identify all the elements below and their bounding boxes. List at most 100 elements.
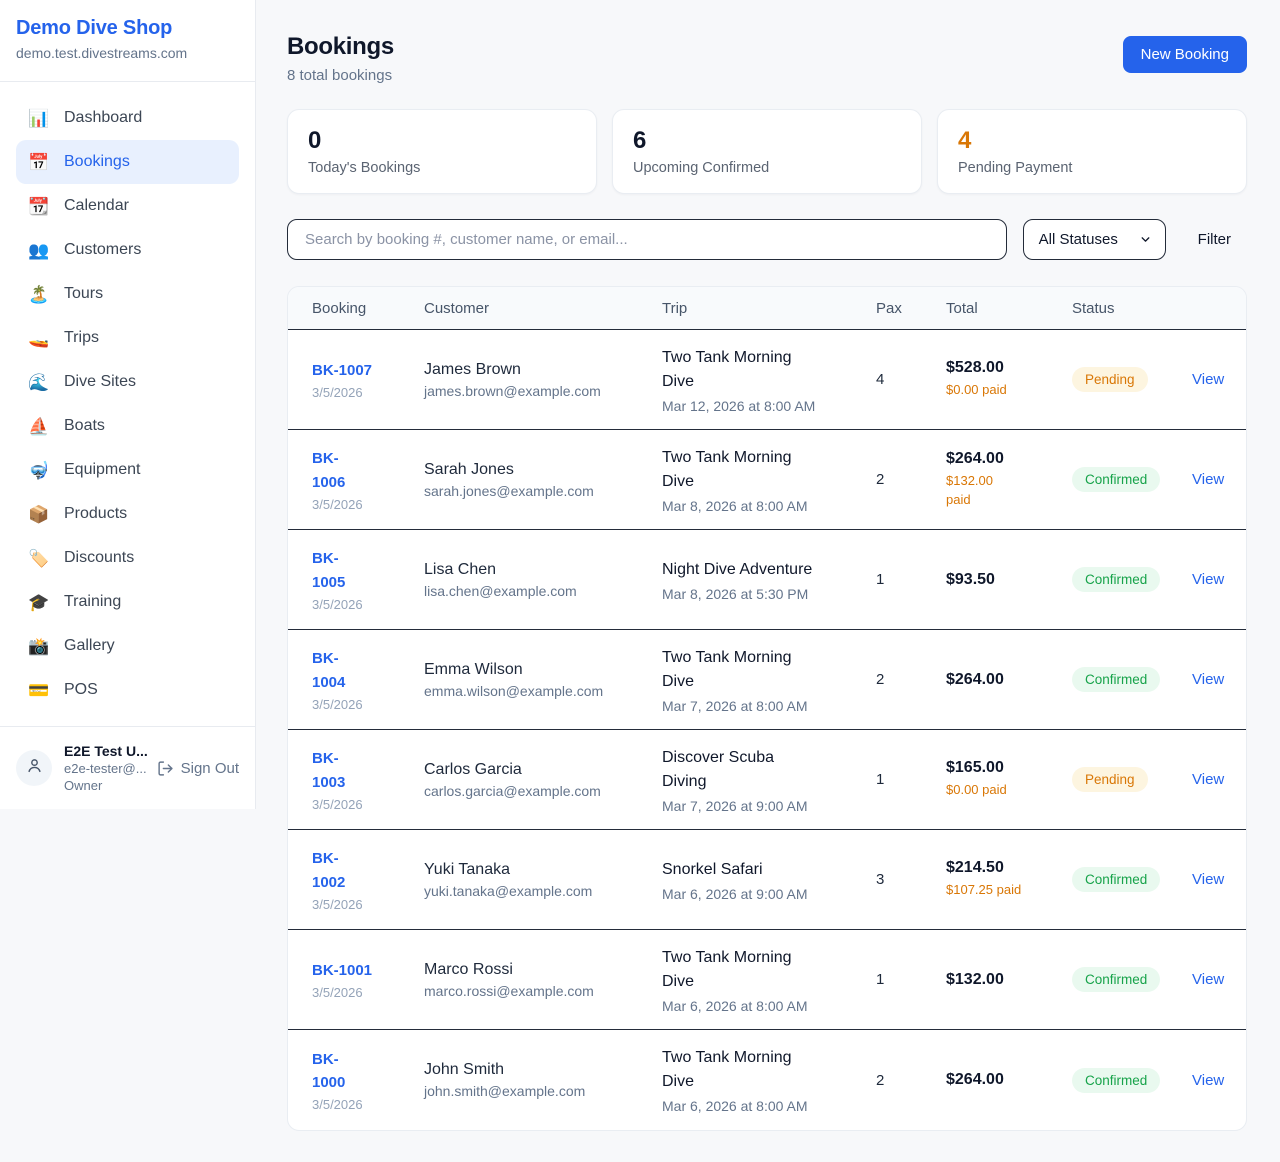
pax-cell: 3 bbox=[876, 871, 885, 888]
sidebar-item-pos[interactable]: 💳 POS bbox=[16, 668, 239, 712]
booking-id-link[interactable]: BK- 1006 bbox=[312, 450, 346, 491]
total-cell: $165.00 $0.00 paid bbox=[946, 759, 1072, 800]
sidebar-item-discounts[interactable]: 🏷️ Discounts bbox=[16, 536, 239, 580]
trip-datetime: Mar 7, 2026 at 8:00 AM bbox=[662, 697, 808, 714]
stat-value: 6 bbox=[633, 127, 647, 154]
customer-email: carlos.garcia@example.com bbox=[424, 782, 601, 799]
trip-name: Two Tank Morning Dive bbox=[662, 1049, 792, 1090]
table-row: BK- 1003 3/5/2026 Carlos Garcia carlos.g… bbox=[288, 730, 1246, 830]
view-link[interactable]: View bbox=[1192, 1071, 1225, 1089]
customer-cell: Emma Wilson emma.wilson@example.com bbox=[424, 661, 662, 699]
sidebar-item-label: Bookings bbox=[64, 153, 130, 170]
stat-label: Upcoming Confirmed bbox=[633, 160, 770, 176]
customer-email: yuki.tanaka@example.com bbox=[424, 882, 593, 899]
booking-date: 3/5/2026 bbox=[312, 796, 363, 812]
trip-name: Two Tank Morning Dive bbox=[662, 448, 792, 490]
status-cell: Pending bbox=[1072, 367, 1192, 392]
customer-name: John Smith bbox=[424, 1061, 505, 1078]
view-link[interactable]: View bbox=[1192, 471, 1225, 488]
stat-card: 6 Upcoming Confirmed bbox=[612, 109, 922, 194]
page-subtitle: 8 total bookings bbox=[287, 67, 393, 84]
status-cell: Pending bbox=[1072, 767, 1192, 792]
trip-name: Two Tank Morning Dive bbox=[662, 948, 792, 990]
discounts-icon: 🏷️ bbox=[28, 548, 50, 568]
total-cell: $93.50 bbox=[946, 571, 1072, 589]
user-meta: E2E Test U... e2e-tester@... Owner bbox=[64, 743, 148, 793]
total-cell: $214.50 $107.25 paid bbox=[946, 859, 1072, 900]
paid-amount: $0.00 paid bbox=[946, 382, 1007, 398]
booking-id-link[interactable]: BK- 1005 bbox=[312, 550, 346, 591]
booking-id-link[interactable]: BK- 1003 bbox=[312, 750, 346, 791]
booking-id-link[interactable]: BK-1001 bbox=[312, 961, 373, 979]
customer-name: James Brown bbox=[424, 360, 521, 378]
user-icon bbox=[25, 756, 44, 780]
total-amount: $264.00 bbox=[946, 670, 1004, 688]
booking-id-link[interactable]: BK- 1000 bbox=[312, 1050, 346, 1091]
trip-cell: Two Tank Morning Dive Mar 12, 2026 at 8:… bbox=[662, 346, 876, 414]
training-icon: 🎓 bbox=[28, 592, 50, 612]
status-select[interactable]: All Statuses bbox=[1022, 219, 1166, 260]
booking-cell: BK-1001 3/5/2026 bbox=[312, 959, 424, 1000]
sidebar-item-tours[interactable]: 🏝️ Tours bbox=[16, 272, 239, 316]
sidebar-item-customers[interactable]: 👥 Customers bbox=[16, 228, 239, 272]
table-header-row: Booking Customer Trip Pax Total Status bbox=[288, 287, 1246, 330]
sidebar-item-dive-sites[interactable]: 🌊 Dive Sites bbox=[16, 360, 239, 404]
sidebar-item-label: Dashboard bbox=[64, 109, 143, 126]
trip-name: Snorkel Safari bbox=[662, 860, 763, 878]
view-link[interactable]: View bbox=[1192, 771, 1225, 788]
sidebar-item-boats[interactable]: ⛵ Boats bbox=[16, 404, 239, 448]
total-cell: $264.00 $132.00 paid bbox=[946, 450, 1072, 510]
sidebar-item-calendar[interactable]: 📆 Calendar bbox=[16, 184, 239, 228]
filter-button[interactable]: Filter bbox=[1197, 231, 1231, 248]
user-name: E2E Test U... bbox=[64, 743, 148, 759]
brand-title: Demo Dive Shop bbox=[16, 17, 173, 39]
trips-icon: 🚤 bbox=[28, 328, 50, 348]
sidebar-item-label: POS bbox=[64, 681, 98, 698]
table-row: BK- 1005 3/5/2026 Lisa Chen lisa.chen@ex… bbox=[288, 530, 1246, 630]
stat-card: 4 Pending Payment bbox=[937, 109, 1247, 194]
gallery-icon: 📸 bbox=[28, 636, 50, 656]
booking-date: 3/5/2026 bbox=[312, 696, 363, 712]
new-booking-button[interactable]: New Booking bbox=[1122, 36, 1247, 73]
trip-name: Two Tank Morning Dive bbox=[662, 648, 792, 690]
status-cell: Confirmed bbox=[1072, 467, 1192, 492]
sidebar-item-dashboard[interactable]: 📊 Dashboard bbox=[16, 96, 239, 140]
view-link[interactable]: View bbox=[1192, 371, 1225, 388]
sidebar-item-trips[interactable]: 🚤 Trips bbox=[16, 316, 239, 360]
customer-name: Emma Wilson bbox=[424, 660, 523, 678]
view-link[interactable]: View bbox=[1192, 571, 1225, 588]
total-cell: $264.00 bbox=[946, 671, 1072, 689]
dashboard-icon: 📊 bbox=[28, 108, 50, 128]
booking-cell: BK- 1004 3/5/2026 bbox=[312, 647, 424, 712]
status-badge: Pending bbox=[1072, 767, 1148, 792]
booking-date: 3/5/2026 bbox=[312, 1097, 363, 1113]
sidebar-item-products[interactable]: 📦 Products bbox=[16, 492, 239, 536]
pax-cell: 4 bbox=[876, 371, 885, 388]
sidebar-item-training[interactable]: 🎓 Training bbox=[16, 580, 239, 624]
trip-datetime: Mar 7, 2026 at 9:00 AM bbox=[662, 797, 808, 814]
booking-date: 3/5/2026 bbox=[312, 596, 363, 612]
booking-id-link[interactable]: BK-1007 bbox=[312, 361, 373, 379]
total-cell: $528.00 $0.00 paid bbox=[946, 359, 1072, 400]
booking-cell: BK- 1002 3/5/2026 bbox=[312, 847, 424, 912]
sidebar-item-equipment[interactable]: 🤿 Equipment bbox=[16, 448, 239, 492]
sign-out-button[interactable]: Sign Out bbox=[157, 760, 239, 777]
customer-cell: Yuki Tanaka yuki.tanaka@example.com bbox=[424, 861, 662, 899]
customer-cell: James Brown james.brown@example.com bbox=[424, 361, 662, 399]
booking-id-link[interactable]: BK- 1004 bbox=[312, 650, 346, 691]
customer-email: emma.wilson@example.com bbox=[424, 682, 604, 699]
total-amount: $264.00 bbox=[946, 1071, 1004, 1088]
sidebar-item-gallery[interactable]: 📸 Gallery bbox=[16, 624, 239, 668]
booking-id-link[interactable]: BK- 1002 bbox=[312, 850, 346, 891]
sidebar-item-bookings[interactable]: 📅 Bookings bbox=[16, 140, 239, 184]
stat-label: Today's Bookings bbox=[308, 160, 421, 176]
view-link[interactable]: View bbox=[1192, 671, 1225, 688]
view-link[interactable]: View bbox=[1192, 871, 1225, 888]
search-input[interactable] bbox=[287, 219, 1007, 260]
booking-cell: BK- 1006 3/5/2026 bbox=[312, 447, 424, 512]
sidebar-item-label: Equipment bbox=[64, 461, 141, 478]
view-link[interactable]: View bbox=[1192, 971, 1225, 988]
bookings-icon: 📅 bbox=[28, 152, 50, 172]
trip-datetime: Mar 12, 2026 at 8:00 AM bbox=[662, 397, 816, 414]
